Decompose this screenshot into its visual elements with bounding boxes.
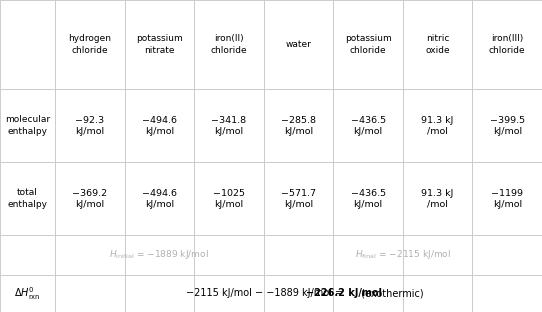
- Bar: [55, 90, 125, 162]
- Text: total
enthalpy: total enthalpy: [8, 188, 48, 209]
- Bar: [264, 275, 333, 312]
- Bar: [473, 90, 542, 162]
- Text: molecular
enthalpy: molecular enthalpy: [5, 115, 50, 136]
- Bar: [264, 90, 333, 162]
- Text: −341.8
kJ/mol: −341.8 kJ/mol: [211, 116, 247, 136]
- Bar: [125, 162, 194, 235]
- Text: −1199
kJ/mol: −1199 kJ/mol: [491, 188, 523, 209]
- Text: −226.2 kJ/mol: −226.2 kJ/mol: [306, 288, 383, 298]
- Bar: [333, 90, 403, 162]
- Bar: [0, 162, 55, 235]
- Bar: [473, 0, 542, 90]
- Bar: [333, 162, 403, 235]
- Bar: [403, 235, 473, 275]
- Bar: [0, 235, 55, 275]
- Text: water: water: [286, 40, 312, 49]
- Text: iron(II)
chloride: iron(II) chloride: [211, 34, 247, 55]
- Text: 91.3 kJ
/mol: 91.3 kJ /mol: [422, 116, 454, 136]
- Text: 91.3 kJ
/mol: 91.3 kJ /mol: [422, 188, 454, 209]
- Text: −92.3
kJ/mol: −92.3 kJ/mol: [75, 116, 105, 136]
- Text: −2115 kJ/mol − −1889 kJ/mol =: −2115 kJ/mol − −1889 kJ/mol =: [186, 288, 347, 298]
- Text: $\mathit{H}_\mathrm{final}$ = −2115 kJ/mol: $\mathit{H}_\mathrm{final}$ = −2115 kJ/m…: [355, 248, 451, 261]
- Text: −436.5
kJ/mol: −436.5 kJ/mol: [351, 116, 386, 136]
- Text: $\Delta H^0_\mathrm{rxn}$: $\Delta H^0_\mathrm{rxn}$: [14, 285, 41, 302]
- Bar: [194, 90, 264, 162]
- Text: (exothermic): (exothermic): [358, 288, 424, 298]
- Bar: [55, 235, 125, 275]
- Bar: [194, 275, 264, 312]
- Text: −571.7
kJ/mol: −571.7 kJ/mol: [281, 188, 316, 209]
- Bar: [473, 162, 542, 235]
- Bar: [125, 90, 194, 162]
- Bar: [0, 0, 55, 90]
- Bar: [264, 162, 333, 235]
- Bar: [403, 275, 473, 312]
- Bar: [125, 235, 194, 275]
- Text: nitric
oxide: nitric oxide: [425, 34, 450, 55]
- Bar: [333, 275, 403, 312]
- Bar: [125, 0, 194, 90]
- Bar: [264, 235, 333, 275]
- Bar: [55, 0, 125, 90]
- Bar: [55, 162, 125, 235]
- Text: potassium
nitrate: potassium nitrate: [136, 34, 183, 55]
- Bar: [473, 235, 542, 275]
- Text: −1025
kJ/mol: −1025 kJ/mol: [213, 188, 245, 209]
- Text: hydrogen
chloride: hydrogen chloride: [68, 34, 111, 55]
- Bar: [403, 90, 473, 162]
- Bar: [403, 162, 473, 235]
- Text: potassium
chloride: potassium chloride: [345, 34, 391, 55]
- Bar: [333, 0, 403, 90]
- Text: −399.5
kJ/mol: −399.5 kJ/mol: [489, 116, 525, 136]
- Bar: [55, 275, 125, 312]
- Bar: [0, 90, 55, 162]
- Bar: [0, 275, 55, 312]
- Text: $\mathit{H}_\mathrm{initial}$ = −1889 kJ/mol: $\mathit{H}_\mathrm{initial}$ = −1889 kJ…: [109, 248, 209, 261]
- Text: −436.5
kJ/mol: −436.5 kJ/mol: [351, 188, 386, 209]
- Text: −494.6
kJ/mol: −494.6 kJ/mol: [142, 188, 177, 209]
- Bar: [194, 0, 264, 90]
- Text: −494.6
kJ/mol: −494.6 kJ/mol: [142, 116, 177, 136]
- Bar: [403, 0, 473, 90]
- Text: iron(III)
chloride: iron(III) chloride: [489, 34, 526, 55]
- Bar: [473, 275, 542, 312]
- Bar: [194, 162, 264, 235]
- Bar: [264, 0, 333, 90]
- Bar: [125, 275, 194, 312]
- Bar: [194, 235, 264, 275]
- Text: −369.2
kJ/mol: −369.2 kJ/mol: [72, 188, 107, 209]
- Text: −285.8
kJ/mol: −285.8 kJ/mol: [281, 116, 316, 136]
- Bar: [333, 235, 403, 275]
